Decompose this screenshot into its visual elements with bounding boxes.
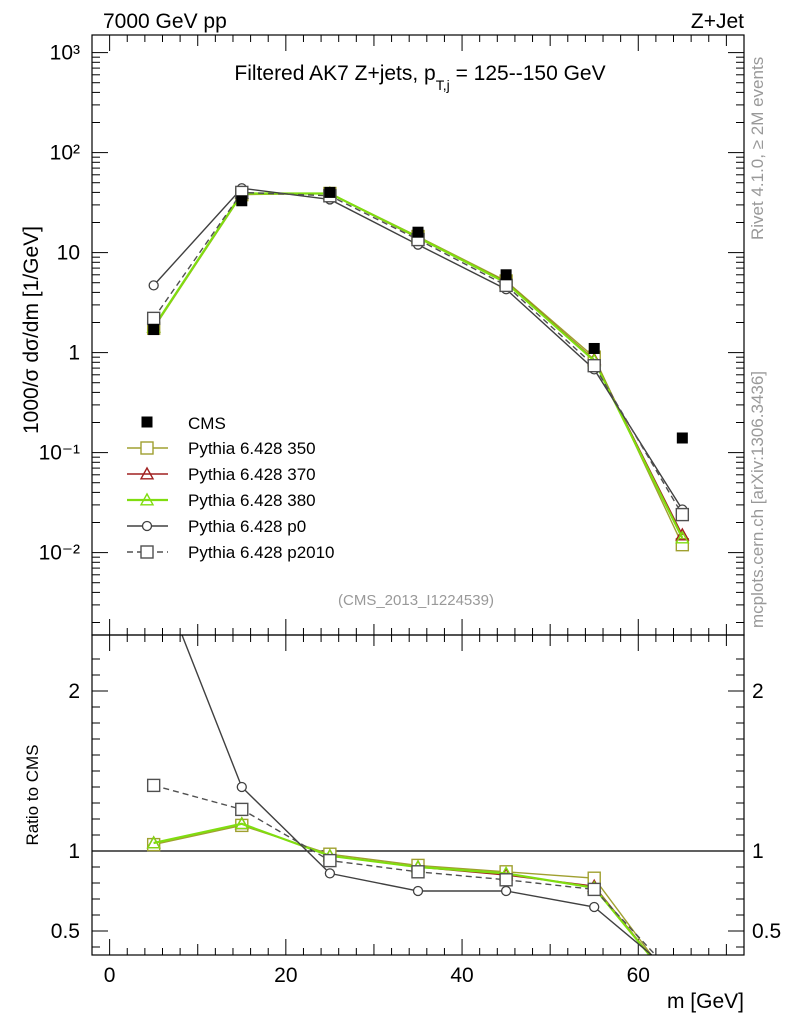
series-point bbox=[148, 280, 159, 291]
y-tick-label: 10² bbox=[50, 142, 80, 165]
legend-marker bbox=[141, 520, 153, 532]
mcplots-credit-label: mcplots.cern.ch [arXiv:1306.3436] bbox=[748, 371, 767, 628]
ratio-series-point bbox=[412, 885, 424, 897]
legend-marker bbox=[140, 441, 154, 455]
legend-label: Pythia 6.428 350 bbox=[188, 439, 316, 458]
series-point bbox=[675, 530, 690, 544]
ratio-tick-label-right: 0.5 bbox=[752, 920, 781, 943]
legend-label: Pythia 6.428 p0 bbox=[188, 517, 306, 536]
ratio-series-point bbox=[324, 868, 336, 879]
ratio-series-line bbox=[153, 822, 651, 955]
analysis-tag: (CMS_2013_I1224539) bbox=[338, 592, 494, 609]
data-point bbox=[676, 432, 688, 444]
legend-marker bbox=[139, 492, 155, 506]
data-point bbox=[324, 186, 336, 198]
series-point bbox=[146, 311, 161, 326]
ratio-tick-label-right: 2 bbox=[752, 680, 764, 703]
x-tick-label: 20 bbox=[274, 964, 297, 987]
legend-marker bbox=[140, 545, 154, 559]
title-main: Filtered AK7 Z+jets, p bbox=[234, 62, 435, 85]
x-axis-label: m [GeV] bbox=[667, 990, 744, 1013]
legend-data-label: CMS bbox=[188, 414, 226, 433]
ratio-series-point bbox=[589, 901, 600, 913]
ratio-tick-label: 0.5 bbox=[51, 920, 80, 943]
ratio-tick-label: 2 bbox=[68, 680, 80, 703]
legend-label: Pythia 6.428 370 bbox=[188, 465, 316, 484]
legend-label: Pythia 6.428 p2010 bbox=[188, 543, 335, 562]
data-point bbox=[588, 342, 600, 354]
ratio-y-axis-label: Ratio to CMS bbox=[23, 744, 42, 845]
title-tail: = 125--150 GeV bbox=[450, 62, 606, 85]
ratio-series-line bbox=[153, 823, 651, 955]
ratio-series-point bbox=[323, 853, 337, 868]
ratio-series-point bbox=[411, 865, 425, 879]
ratio-series-line bbox=[181, 635, 653, 955]
header-right-label: Z+Jet bbox=[691, 10, 744, 33]
ratio-plot-frame bbox=[91, 634, 745, 956]
series-point bbox=[587, 358, 601, 373]
ratio-tick-label-right: 1 bbox=[752, 840, 764, 863]
x-tick-label: 0 bbox=[104, 964, 116, 987]
ratio-tick-label: 1 bbox=[68, 840, 80, 863]
ratio-series-point bbox=[236, 781, 247, 793]
series-point bbox=[675, 537, 690, 552]
legend-marker bbox=[139, 466, 155, 480]
y-axis-label: 1000/σ dσ/dm [1/GeV] bbox=[20, 226, 43, 434]
chart-title: Filtered AK7 Z+jets, pT,j = 125--150 GeV bbox=[234, 62, 605, 93]
legend: CMS Pythia 6.428 350 Pythia 6.428 370 Pythi… bbox=[127, 414, 335, 562]
legend-label: Pythia 6.428 380 bbox=[188, 491, 316, 510]
x-tick-label: 60 bbox=[627, 964, 650, 987]
data-point bbox=[500, 269, 512, 281]
ratio-series-point bbox=[500, 885, 512, 897]
ratio-series-point bbox=[146, 835, 161, 849]
data-point bbox=[148, 324, 160, 336]
ratio-series-point bbox=[499, 873, 513, 887]
ratio-series-point bbox=[587, 882, 601, 897]
data-point bbox=[236, 195, 248, 207]
legend-data-marker bbox=[141, 416, 153, 428]
y-tick-label: 10⁻¹ bbox=[39, 442, 80, 465]
ratio-series-point bbox=[235, 802, 249, 817]
y-tick-label: 10³ bbox=[50, 42, 80, 65]
header-left-label: 7000 GeV pp bbox=[103, 10, 227, 33]
x-tick-label: 40 bbox=[450, 964, 473, 987]
data-point bbox=[412, 226, 424, 238]
main-plot-marks bbox=[146, 183, 690, 552]
ratio-series-point bbox=[146, 778, 161, 793]
ratio-plot-marks bbox=[92, 559, 744, 990]
ratio-series-point bbox=[149, 559, 158, 568]
title-subscript: T,j bbox=[436, 77, 450, 93]
ratio-series-point bbox=[234, 816, 249, 830]
rivet-version-label: Rivet 4.1.0, ≥ 2M events bbox=[748, 57, 767, 240]
y-tick-label: 10⁻² bbox=[39, 542, 80, 565]
series-point bbox=[499, 278, 513, 293]
series-point bbox=[675, 507, 690, 522]
ratio-series-point bbox=[678, 976, 687, 985]
y-tick-label: 10 bbox=[57, 242, 80, 265]
ratio-series-point bbox=[676, 978, 688, 990]
y-tick-label: 1 bbox=[68, 342, 80, 365]
